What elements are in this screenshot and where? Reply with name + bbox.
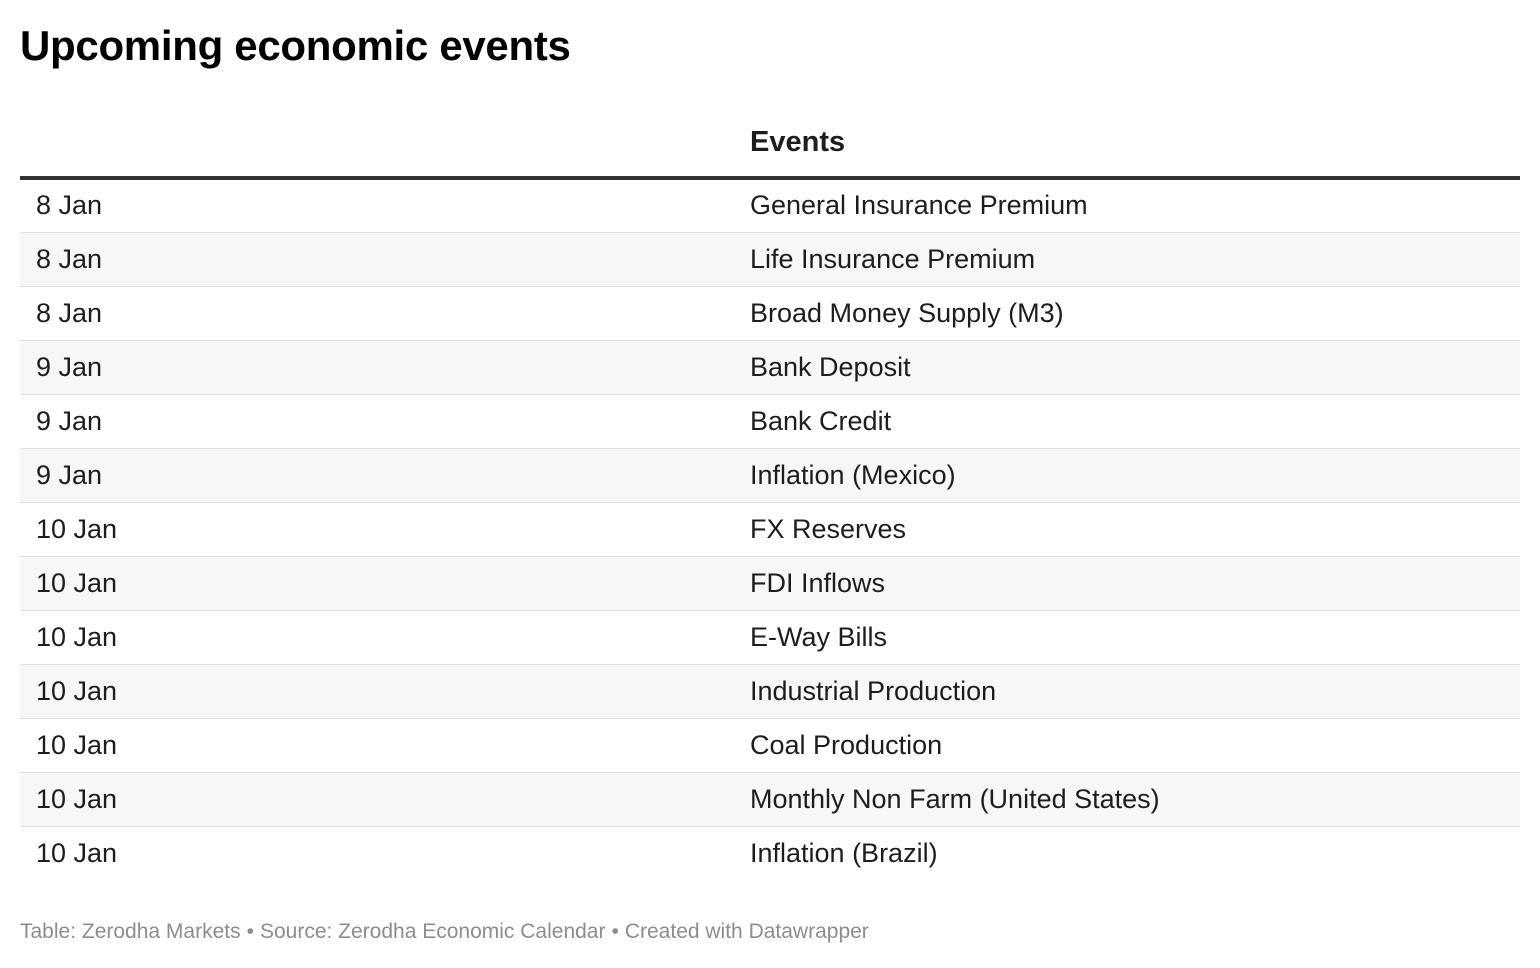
event-name-cell: FX Reserves (734, 502, 1520, 557)
table-row: 9 Jan Bank Deposit (20, 340, 1520, 395)
page-title: Upcoming economic events (20, 22, 571, 69)
event-name-cell: Bank Deposit (734, 340, 1520, 395)
event-name-cell: Coal Production (734, 718, 1520, 773)
table-row: 10 Jan FDI Inflows (20, 556, 1520, 611)
event-name-cell: Monthly Non Farm (United States) (734, 772, 1520, 827)
table-row: 10 Jan E-Way Bills (20, 610, 1520, 665)
table-header-row: Events (20, 108, 1520, 180)
column-header-date[interactable] (20, 108, 734, 180)
event-name-cell: E-Way Bills (734, 610, 1520, 665)
event-name-cell: Broad Money Supply (M3) (734, 286, 1520, 341)
table-credit: Table: Zerodha Markets (20, 920, 241, 943)
table-row: 8 Jan Life Insurance Premium (20, 232, 1520, 287)
source-credit: Source: Zerodha Economic Calendar (259, 920, 606, 943)
event-name-cell: Bank Credit (734, 394, 1520, 449)
event-date-cell: 10 Jan (20, 664, 734, 719)
event-date-cell: 10 Jan (20, 772, 734, 827)
table-row: 10 Jan Industrial Production (20, 664, 1520, 719)
footer-separator: • (246, 920, 254, 943)
table-row: 8 Jan General Insurance Premium (20, 178, 1520, 233)
event-date-cell: 10 Jan (20, 556, 734, 611)
event-name-cell: Inflation (Brazil) (750, 837, 938, 868)
event-date-cell: 9 Jan (20, 340, 734, 395)
table-body: 8 Jan General Insurance Premium 8 Jan Life … (20, 178, 1520, 880)
event-name-cell: Life Insurance Premium (734, 232, 1520, 287)
footer-separator: • (611, 920, 619, 943)
event-name-cell: Industrial Production (734, 664, 1520, 719)
table-row: 10 Jan FX Reserves (20, 502, 1520, 557)
event-date-cell: 10 Jan (36, 837, 118, 868)
event-date-cell: 8 Jan (20, 286, 734, 341)
table-row: 10 Jan Inflation (Brazil) (20, 826, 1520, 880)
table-row: 8 Jan Broad Money Supply (M3) (20, 286, 1520, 341)
event-date-cell: 8 Jan (20, 232, 734, 287)
event-date-cell: 10 Jan (20, 718, 734, 773)
event-date-cell: 10 Jan (20, 502, 734, 557)
table-row: 9 Jan Bank Credit (20, 394, 1520, 449)
event-date-cell: 10 Jan (20, 610, 734, 665)
event-name-cell: General Insurance Premium (734, 178, 1520, 233)
table-row: 10 Jan Coal Production (20, 718, 1520, 773)
datawrapper-link[interactable]: Created with Datawrapper (624, 920, 869, 943)
footer-credits: Table: Zerodha Markets • Source: Zerodha E… (20, 920, 869, 944)
column-header-events[interactable]: Events (734, 108, 1520, 180)
table-header: Events (20, 108, 1520, 180)
event-date-cell: 9 Jan (20, 448, 734, 503)
event-date-cell: 8 Jan (20, 178, 734, 233)
event-date-cell: 9 Jan (20, 394, 734, 449)
event-name-cell: FDI Inflows (734, 556, 1520, 611)
events-table: Events 8 Jan General Insurance Premium 8 J… (20, 108, 1520, 880)
event-name-cell: Inflation (Mexico) (734, 448, 1520, 503)
table-row: 9 Jan Inflation (Mexico) (20, 448, 1520, 503)
table-row: 10 Jan Monthly Non Farm (United States) (20, 772, 1520, 827)
